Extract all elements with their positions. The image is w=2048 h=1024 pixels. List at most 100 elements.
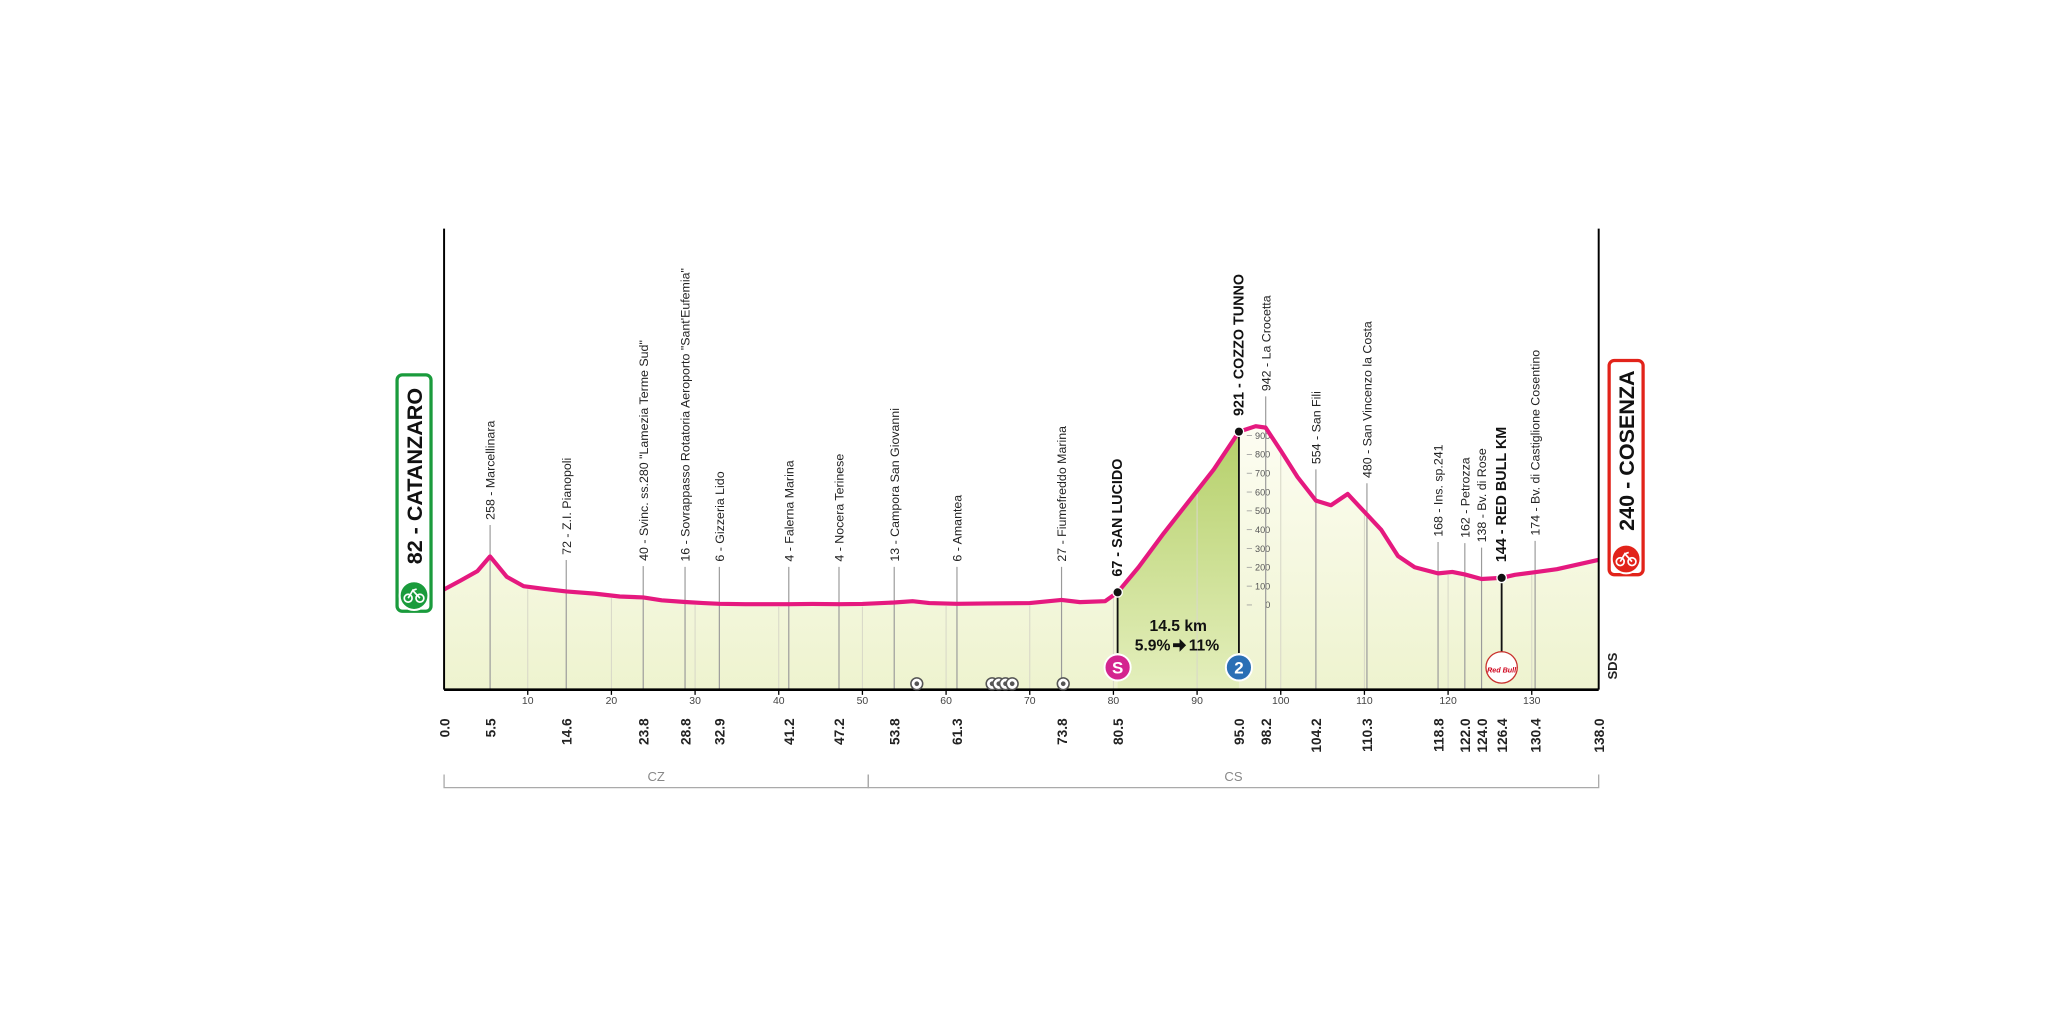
waypoint-icon-label: S [1112, 658, 1123, 677]
km-label: 14.6 [559, 718, 574, 745]
waypoint-label: 480 - San Vincenzo la Costa [1361, 321, 1375, 478]
finish-label: 240 - COSENZA [1614, 370, 1639, 530]
x-tick-label: 120 [1439, 696, 1457, 707]
km-label: 73.8 [1055, 718, 1070, 745]
x-tick-label: 60 [940, 696, 952, 707]
waypoint-label: 258 - Marcellinara [484, 421, 498, 520]
waypoint-label: 4 - Falerna Marina [782, 460, 796, 561]
climb-max: 11% [1189, 637, 1220, 654]
y-tick-label: 400 [1255, 525, 1270, 535]
region-label: CZ [647, 769, 664, 784]
y-tick-label: 800 [1255, 450, 1270, 460]
region-label: CS [1224, 769, 1242, 784]
km-label: 41.2 [782, 718, 797, 745]
km-label: 53.8 [887, 718, 902, 745]
y-tick-label: 700 [1255, 468, 1270, 478]
tunnel-core [1060, 681, 1066, 687]
waypoint-label: 72 - Z.I. Pianopoli [560, 458, 574, 555]
x-tick-label: 90 [1191, 696, 1203, 707]
profile-area [444, 426, 1599, 690]
waypoint-label: 13 - Campora San Giovanni [888, 408, 902, 562]
waypoint-label: 27 - Fiumefreddo Marina [1055, 426, 1069, 562]
waypoint-label: 6 - Amantea [951, 495, 965, 562]
y-tick-label: 200 [1255, 563, 1270, 573]
km-label: 126.4 [1495, 718, 1510, 753]
waypoint-icon [1103, 653, 1132, 682]
y-tick-label: 300 [1255, 544, 1270, 554]
waypoint-label: 174 - Bv. di Castiglione Cosentino [1529, 350, 1543, 536]
waypoint-icon [1485, 651, 1518, 684]
waypoint-label: 4 - Nocera Terinese [833, 454, 847, 562]
waypoint-label: 162 - Petrozza [1458, 457, 1472, 538]
km-label: 23.8 [636, 718, 651, 745]
waypoint-label: 942 - La Crocetta [1259, 295, 1273, 391]
km-label: 32.9 [713, 718, 728, 745]
finish-icon-frame [1619, 551, 1633, 563]
x-tick-label: 100 [1272, 696, 1290, 707]
km-label: 118.8 [1431, 718, 1446, 752]
waypoint-label: 168 - Ins. sp.241 [1432, 444, 1446, 536]
x-tick-label: 110 [1356, 696, 1373, 707]
km-label: 80.5 [1111, 718, 1126, 745]
climb-area [1117, 431, 1239, 690]
start-icon-wheel [415, 593, 425, 603]
finish-icon-wheel [1627, 556, 1637, 567]
tunnel-core [914, 681, 920, 687]
km-label: 0.0 [437, 718, 452, 737]
km-label: 124.0 [1475, 718, 1490, 753]
x-tick-label: 70 [1024, 696, 1036, 707]
x-tick-label: 130 [1523, 696, 1541, 707]
finish-icon [1610, 543, 1642, 575]
km-label: 61.3 [950, 718, 965, 745]
waypoint-icon-label: Red Bull [1487, 667, 1517, 675]
y-tick-label: 600 [1255, 487, 1270, 497]
finish-icon-wheel [1615, 556, 1626, 567]
waypoint-label: 144 - RED BULL KM [1494, 427, 1510, 562]
x-tick-label: 20 [606, 696, 618, 707]
km-label: 5.5 [483, 718, 498, 737]
start-icon [398, 580, 430, 611]
km-label: 110.3 [1360, 718, 1375, 752]
tunnel-core [1009, 681, 1015, 687]
y-tick-label: 500 [1255, 506, 1270, 516]
finish-box [1607, 358, 1645, 577]
km-label: 95.0 [1232, 718, 1247, 745]
profile-line [443, 424, 1600, 607]
waypoint-label: 138 - Bv. di Rose [1475, 448, 1489, 542]
y-tick-label: 0 [1265, 600, 1270, 610]
y-tick-label: 900 [1255, 431, 1270, 441]
region-bracket [867, 774, 1600, 789]
start-box [395, 373, 433, 613]
start-label: 82 - CATANZARO [402, 388, 427, 564]
x-tick-label: 80 [1108, 696, 1120, 707]
waypoint-label: 67 - SAN LUCIDO [1110, 459, 1126, 577]
km-label: 104.2 [1309, 718, 1324, 753]
waypoint-dot [1112, 586, 1123, 598]
x-tick-label: 30 [689, 696, 701, 707]
km-label: 98.2 [1259, 718, 1274, 745]
y-tick-label: 100 [1255, 581, 1270, 591]
waypoint-dot [1496, 572, 1507, 584]
km-label: 122.0 [1458, 718, 1473, 753]
x-tick-label: 50 [857, 696, 869, 707]
km-label: 130.4 [1528, 718, 1543, 753]
waypoint-label: 16 - Sovrappasso Rotatoria Aeroporto "Sa… [679, 268, 693, 562]
climb-gradient: 5.9% [1135, 637, 1171, 654]
start-icon-frame [407, 588, 421, 599]
waypoint-icon-label: 2 [1234, 658, 1243, 677]
brand: SDS [1605, 652, 1620, 679]
waypoint-icon [1224, 653, 1253, 682]
waypoint-label: 554 - San Fili [1309, 391, 1323, 464]
climb-length: 14.5 km [1150, 618, 1207, 635]
km-label: 28.8 [678, 718, 693, 745]
x-tick-label: 10 [522, 696, 534, 707]
waypoint-label: 921 - COZZO TUNNO [1231, 274, 1247, 416]
waypoint-label: 6 - Gizzeria Lido [713, 471, 727, 561]
start-icon-wheel [403, 593, 413, 603]
km-label: 47.2 [832, 718, 847, 745]
x-tick-label: 40 [773, 696, 785, 707]
km-label: 138.0 [1592, 718, 1607, 753]
waypoint-dot [1233, 426, 1245, 437]
waypoint-label: 40 - Svinc. ss.280 "Lamezia Terme Sud" [637, 340, 651, 561]
